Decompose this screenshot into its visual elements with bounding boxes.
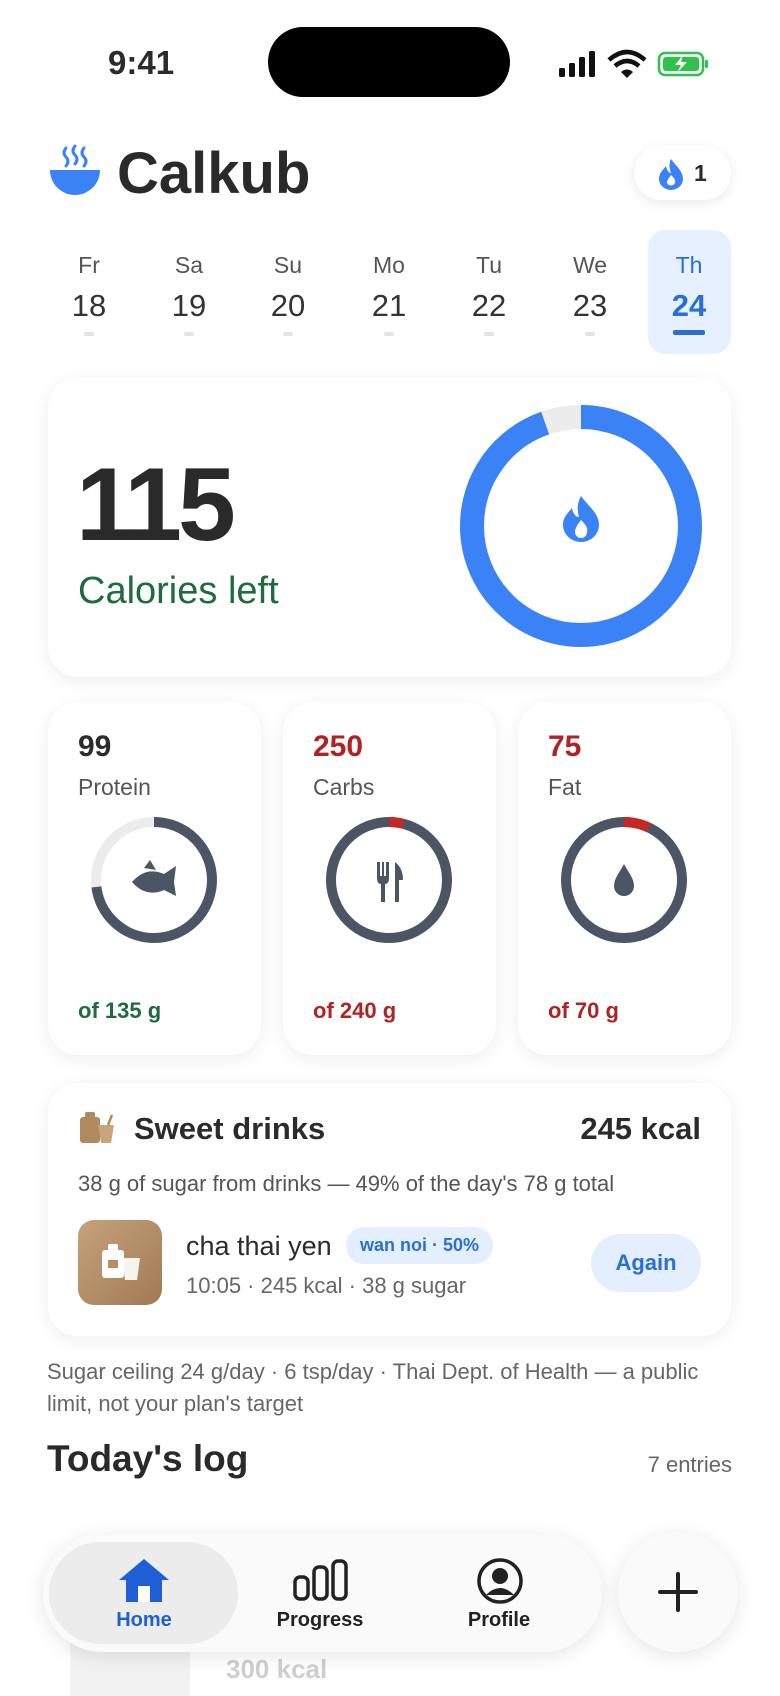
- day-item[interactable]: Fr 18: [49, 232, 129, 352]
- day-item[interactable]: Th 24: [649, 232, 729, 352]
- log-entry-kcal: 300 kcal: [226, 1654, 328, 1684]
- ring-track: [326, 817, 452, 943]
- day-name: Fr: [78, 252, 100, 278]
- profile-tab[interactable]: Profile: [467, 1609, 531, 1631]
- macro-icon: [614, 864, 634, 896]
- day-name: We: [572, 252, 608, 278]
- log-title: Today's log: [47, 1438, 249, 1479]
- dynamic-island: [268, 27, 510, 97]
- log-count: 7 entries: [647, 1452, 732, 1477]
- macro-target: of 135 g: [78, 998, 162, 1023]
- day-date: 22: [471, 288, 507, 323]
- progress-icon[interactable]: [292, 1559, 350, 1601]
- drink-name: cha thai yen: [186, 1231, 332, 1261]
- ring-overflow: [561, 817, 687, 943]
- day-name: Sa: [174, 252, 204, 278]
- streak-pill[interactable]: 1: [634, 146, 731, 200]
- macro-icon: [377, 862, 403, 902]
- macro-ring: [561, 817, 687, 943]
- day-name: Su: [273, 252, 303, 278]
- ring-progress: [91, 817, 217, 943]
- macro-icon: [132, 860, 176, 896]
- macro-ring: [91, 817, 217, 943]
- macro-target: of 70 g: [548, 998, 619, 1023]
- day-indicator: [384, 332, 394, 336]
- day-item[interactable]: Sa 19: [149, 232, 229, 352]
- macro-card: 99 Protein of 135 g: [48, 702, 261, 1055]
- day-date: 19: [171, 288, 207, 323]
- ring-overflow: [326, 817, 452, 943]
- drinks-kcal: 245 kcal: [580, 1111, 701, 1146]
- day-indicator: [84, 332, 94, 336]
- macro-card: 75 Fat of 70 g: [518, 702, 731, 1055]
- sugar-note: Sugar ceiling 24 g/day · 6 tsp/day · Tha…: [47, 1359, 699, 1416]
- home-tab[interactable]: Home: [116, 1609, 172, 1631]
- day-indicator: [484, 332, 494, 336]
- app-title: Calkub: [117, 141, 311, 206]
- macro-target: of 240 g: [313, 998, 397, 1023]
- calories-label: Calories left: [78, 570, 279, 612]
- day-indicator: [184, 332, 194, 336]
- day-date: 20: [270, 288, 306, 323]
- day-item[interactable]: Tu 22: [449, 232, 529, 352]
- flame-icon: [659, 159, 683, 190]
- logo-icon: [50, 144, 100, 195]
- calories-card: 115 Calories left: [48, 378, 731, 677]
- drink-meta: 10:05 · 245 kcal · 38 g sugar: [186, 1273, 467, 1298]
- day-date: 24: [671, 288, 707, 323]
- macro-value: 250: [313, 730, 364, 763]
- macro-name: Carbs: [313, 774, 375, 800]
- calories-ring: [460, 405, 702, 647]
- drinks-summary: 38 g of sugar from drinks — 49% of the d…: [78, 1171, 615, 1196]
- day-name: Th: [675, 252, 703, 278]
- drink-thumb-icon: [102, 1244, 140, 1280]
- day-name: Tu: [476, 252, 502, 278]
- again-button[interactable]: Again: [591, 1234, 701, 1292]
- day-date: 23: [572, 288, 608, 323]
- drink-badge: wan noi · 50%: [346, 1227, 494, 1264]
- day-indicator: [673, 330, 705, 335]
- add-button[interactable]: [618, 1532, 738, 1652]
- sweet-drinks-card: Sweet drinks 245 kcal 38 g of sugar from…: [48, 1083, 731, 1336]
- day-item[interactable]: Su 20: [248, 232, 328, 352]
- day-date: 18: [71, 288, 107, 323]
- macro-name: Fat: [548, 774, 582, 800]
- home-icon[interactable]: [117, 1556, 171, 1604]
- profile-icon[interactable]: [476, 1557, 524, 1605]
- macro-card: 250 Carbs of 240 g: [283, 702, 496, 1055]
- progress-tab[interactable]: Progress: [276, 1609, 364, 1631]
- calories-value: 115: [76, 447, 236, 563]
- day-indicator: [585, 332, 595, 336]
- day-date: 21: [371, 288, 407, 323]
- day-item[interactable]: We 23: [550, 232, 630, 352]
- day-item[interactable]: Mo 21: [349, 232, 429, 352]
- macro-name: Protein: [78, 774, 151, 800]
- drink-thumbnail: [78, 1220, 162, 1305]
- streak-count: 1: [694, 160, 707, 186]
- day-indicator: [283, 332, 293, 336]
- macro-value: 99: [78, 730, 112, 763]
- macro-value: 75: [548, 730, 582, 763]
- plus-icon: [658, 1572, 698, 1612]
- macro-ring: [326, 817, 452, 943]
- status-time: 9:41: [108, 44, 175, 81]
- drinks-icon: [80, 1112, 114, 1143]
- status-icons: [559, 49, 708, 78]
- drinks-title: Sweet drinks: [134, 1111, 326, 1146]
- day-name: Mo: [373, 252, 405, 278]
